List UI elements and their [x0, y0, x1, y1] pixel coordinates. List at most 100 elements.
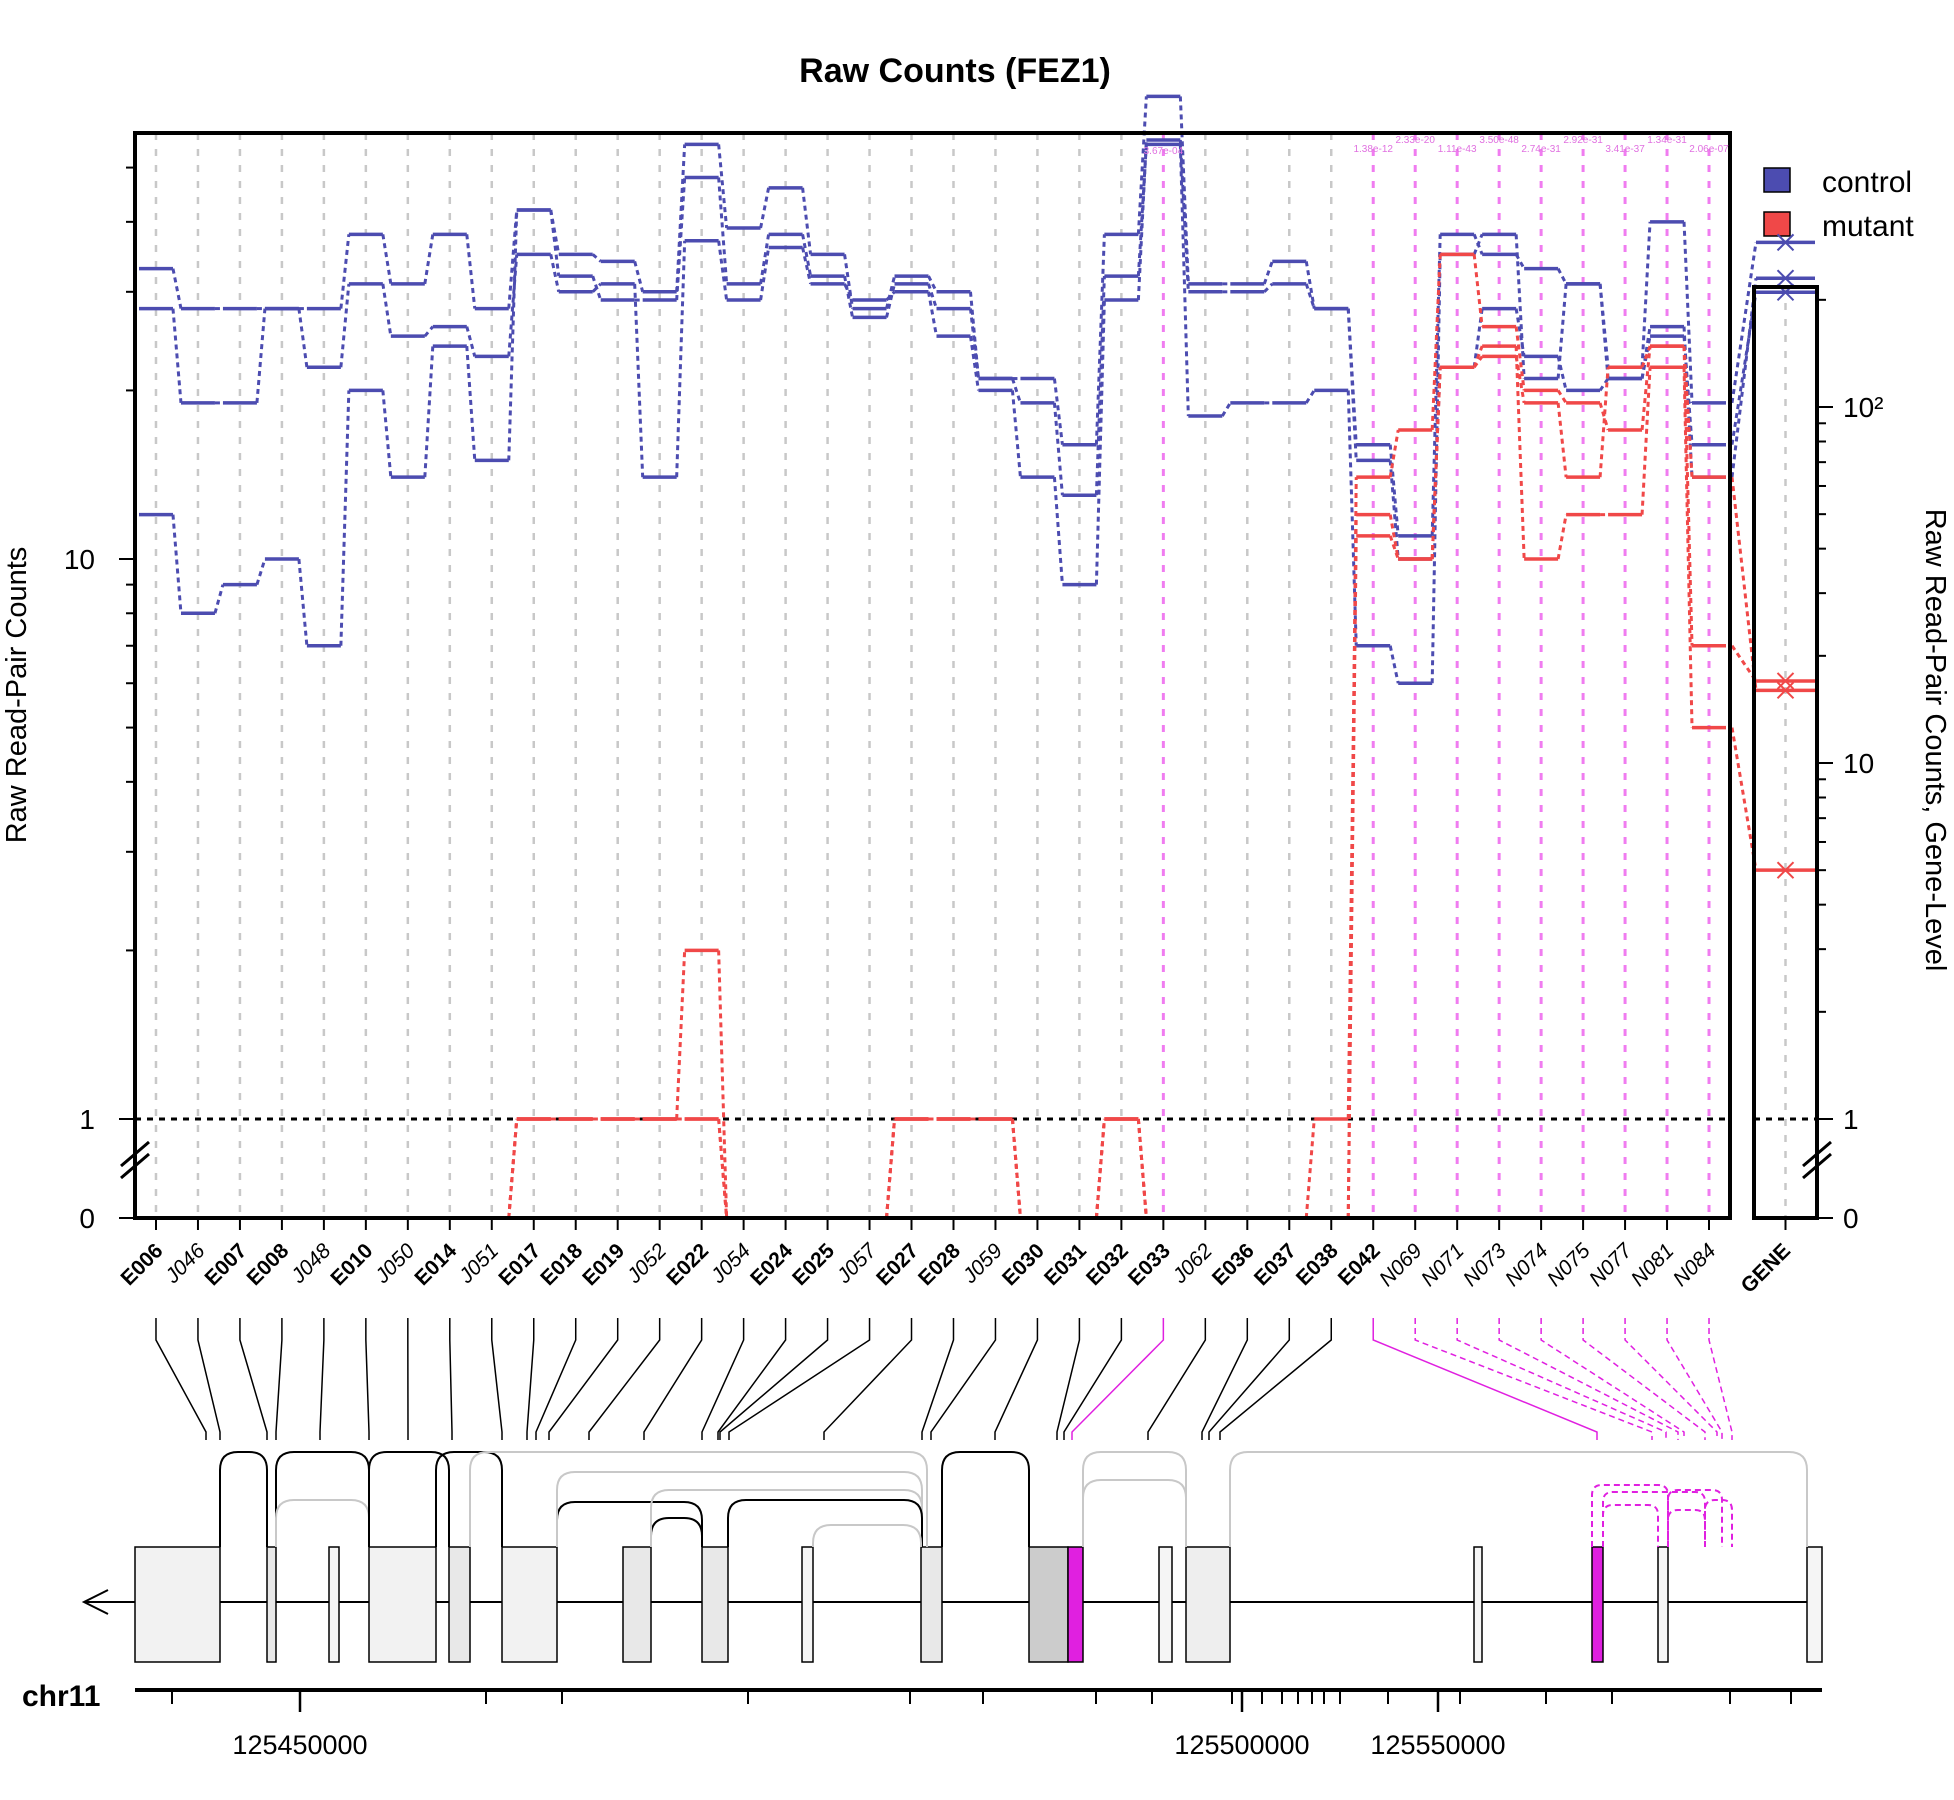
series-mutant-6-link-34 [1556, 402, 1568, 478]
connector-j051 [491, 1318, 503, 1440]
gene-level-marker-mutant-6 [1776, 681, 1795, 700]
gene-link-control-1 [1730, 242, 1758, 404]
connector-e018 [535, 1318, 577, 1440]
connector-j046 [197, 1318, 221, 1440]
series-mutant-6-link-33 [1514, 356, 1526, 404]
series-control-3-link-4 [297, 308, 309, 368]
gene-model-exon-4 [368, 1546, 437, 1663]
series-mutant-5-link-34 [1556, 514, 1568, 560]
y-tick-label-left-0: 0 [79, 1203, 95, 1234]
series-mutant-5-link-28 [1304, 1118, 1316, 1219]
series-mutant-6-link-14 [717, 1118, 729, 1219]
gene-model-exon-14 [1185, 1546, 1231, 1663]
legend-swatch-control [1763, 167, 1791, 193]
connector-e030 [994, 1318, 1039, 1440]
connector-e036 [1201, 1318, 1249, 1440]
pvalue-label-n073: 3.50e-48 [1479, 135, 1519, 146]
y-tick-label-right-1: 1 [1843, 1104, 1859, 1135]
series-mutant-6-link-32 [1472, 355, 1484, 369]
gene-model-exon-18 [1806, 1546, 1823, 1663]
series-control-2-link-4 [297, 558, 309, 646]
gene-model-exon-1 [134, 1546, 221, 1663]
series-control-1-link-6 [381, 234, 393, 285]
series-control-3-link-19 [927, 291, 938, 337]
gene-model-exon-6 [501, 1546, 558, 1663]
series-control-3-link-34 [1556, 356, 1568, 391]
feature-label-e037: E037 [1250, 1239, 1301, 1290]
feature-label-j054: J054 [706, 1239, 755, 1288]
series-control-3-link-29 [1346, 308, 1358, 461]
series-mutant-6-link-36 [1640, 345, 1652, 368]
series-mutant-4-link-35 [1598, 402, 1610, 431]
connector-n075 [1582, 1318, 1706, 1440]
coordinate-label-2: 125500000 [1174, 1730, 1309, 1760]
feature-label-e006: E006 [117, 1239, 168, 1290]
series-control-2-link-28 [1305, 389, 1316, 404]
connector-j059 [930, 1318, 997, 1440]
series-control-1-link-15 [759, 187, 771, 229]
connector-j062 [1147, 1318, 1207, 1440]
feature-label-e019: E019 [578, 1239, 629, 1290]
series-control-3-link-35 [1598, 377, 1610, 392]
y-tick-label-left-10: 10 [64, 544, 95, 575]
connector-n077 [1624, 1318, 1718, 1440]
connector-e037 [1208, 1318, 1291, 1440]
connector-e014 [449, 1318, 453, 1440]
series-control-3-link-30 [1388, 460, 1400, 560]
series-control-2-link-13 [675, 177, 687, 301]
series-control-3-link-3 [255, 308, 267, 404]
feature-label-j052: J052 [622, 1239, 671, 1288]
series-control-3-link-7 [423, 325, 434, 338]
novel-junction-arc-2 [1602, 1504, 1659, 1547]
series-control-3-link-11 [591, 282, 602, 293]
junction-arc-4 [368, 1451, 450, 1547]
connector-n069 [1414, 1318, 1653, 1440]
series-control-1-link-30 [1388, 444, 1400, 536]
pvalue-label-n081: 1.34e-31 [1647, 135, 1687, 146]
feature-label-n081: N081 [1627, 1239, 1679, 1291]
series-control-2-link-19 [927, 283, 938, 310]
feature-label-n074: N074 [1501, 1239, 1553, 1291]
feature-label-j050: J050 [370, 1239, 419, 1288]
novel-junction-arc-5 [1667, 1509, 1706, 1547]
series-mutant-4-link-30 [1388, 429, 1400, 478]
gene-model-exon-2 [266, 1546, 277, 1663]
connector-e017 [526, 1318, 535, 1440]
feature-label-e028: E028 [914, 1239, 965, 1290]
series-mutant-6-link-18 [885, 1118, 897, 1219]
gene-model-exon-17 [1657, 1546, 1669, 1663]
gene-model-exon-7 [622, 1546, 652, 1663]
legend-label-control: control [1822, 166, 1912, 199]
series-control-2-link-11 [591, 275, 603, 301]
gene-model-exon-10 [920, 1546, 943, 1663]
feature-label-j051: J051 [454, 1239, 503, 1288]
series-control-2-link-3 [255, 558, 267, 586]
feature-label-gene: GENE [1737, 1239, 1795, 1297]
series-control-2-link-30 [1388, 645, 1400, 684]
series-mutant-6-link-9 [507, 1118, 519, 1219]
novel-junction-arc-6 [1704, 1499, 1733, 1547]
series-control-2-link-9 [507, 209, 519, 461]
feature-label-j048: J048 [286, 1239, 335, 1288]
feature-label-n071: N071 [1417, 1239, 1469, 1291]
junction-arc-13 [941, 1451, 1030, 1547]
junction-arc-16 [1229, 1451, 1808, 1547]
junction-arc-8 [556, 1471, 923, 1547]
series-mutant-6-link-31 [1430, 367, 1442, 560]
series-control-2-link-1 [171, 514, 183, 614]
feature-label-e017: E017 [494, 1239, 545, 1290]
connector-e033 [1071, 1318, 1165, 1440]
series-control-3-link-6 [381, 283, 393, 337]
feature-label-e033: E033 [1124, 1239, 1175, 1290]
series-control-3-link-10 [549, 254, 561, 293]
connector-e022 [643, 1318, 703, 1440]
y-tick-label-right-100: 10² [1843, 392, 1883, 423]
series-control-2-link-15 [759, 234, 771, 285]
connector-e006 [155, 1318, 207, 1440]
gene-level-marker-control-3 [1776, 269, 1795, 287]
feature-label-n069: N069 [1375, 1239, 1427, 1291]
series-control-2-link-18 [885, 283, 896, 318]
series-control-3-link-17 [843, 283, 854, 301]
series-mutant-6-link-37 [1682, 345, 1694, 478]
plot-frame [133, 131, 1732, 1220]
